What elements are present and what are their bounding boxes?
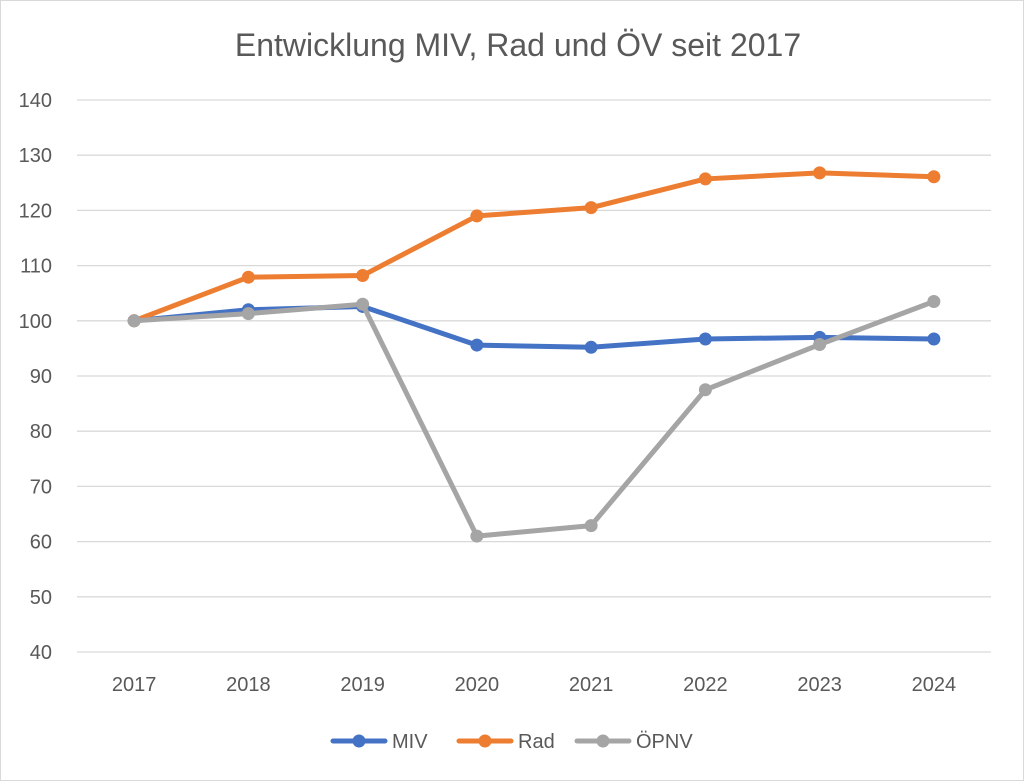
series-line <box>131 303 937 350</box>
x-axis-ticks: 2017 2018 2019 2020 2021 2022 2023 2024 <box>112 674 956 696</box>
data-point <box>356 297 370 311</box>
y-tick-label: 80 <box>30 421 52 443</box>
x-tick-label: 2019 <box>340 674 385 696</box>
data-point <box>698 383 712 397</box>
x-tick-label: 2023 <box>797 674 842 696</box>
series-line <box>131 170 937 324</box>
series-öpnv <box>127 294 941 543</box>
data-point <box>813 166 827 180</box>
legend-item-rad: Rad <box>456 731 555 753</box>
x-tick-label: 2021 <box>569 674 614 696</box>
y-tick-label: 130 <box>19 145 52 167</box>
x-tick-label: 2018 <box>226 674 271 696</box>
y-axis-ticks: 40 50 60 70 80 90 100 110 120 130 140 <box>19 90 52 664</box>
legend-item-miv: MIV <box>330 731 428 753</box>
y-tick-label: 60 <box>30 532 52 554</box>
y-tick-label: 90 <box>30 366 52 388</box>
y-tick-label: 120 <box>19 200 52 222</box>
legend-swatch-marker <box>596 734 610 748</box>
data-point <box>584 519 598 533</box>
data-point <box>584 201 598 215</box>
series-line <box>131 298 937 539</box>
legend-swatch-marker <box>478 734 492 748</box>
data-point <box>470 529 484 543</box>
data-point <box>698 332 712 346</box>
y-tick-label: 70 <box>30 476 52 498</box>
data-point <box>241 270 255 284</box>
legend: MIV Rad ÖPNV <box>330 731 693 753</box>
data-point <box>927 170 941 184</box>
data-point <box>127 314 141 328</box>
data-point <box>584 340 598 354</box>
legend-label: Rad <box>518 731 555 753</box>
data-point <box>470 338 484 352</box>
data-point <box>241 307 255 321</box>
legend-swatch-marker <box>352 734 366 748</box>
legend-label: MIV <box>392 731 428 753</box>
legend-label: ÖPNV <box>636 731 693 753</box>
data-point <box>698 172 712 186</box>
data-point <box>927 332 941 346</box>
y-tick-label: 140 <box>19 90 52 112</box>
y-tick-label: 50 <box>30 587 52 609</box>
grid-lines <box>77 99 991 653</box>
data-point <box>470 209 484 223</box>
x-tick-label: 2022 <box>683 674 728 696</box>
y-tick-label: 40 <box>30 642 52 664</box>
data-point <box>356 269 370 283</box>
chart-title: Entwicklung MIV, Rad und ÖV seit 2017 <box>235 27 801 63</box>
legend-item-öpnv: ÖPNV <box>574 731 693 753</box>
x-tick-label: 2020 <box>455 674 500 696</box>
x-tick-label: 2024 <box>912 674 957 696</box>
data-point <box>927 294 941 308</box>
x-tick-label: 2017 <box>112 674 157 696</box>
series-rad <box>127 166 941 328</box>
y-tick-label: 110 <box>20 256 52 278</box>
y-tick-label: 100 <box>19 311 52 333</box>
series-lines <box>127 166 941 543</box>
data-point <box>813 338 827 352</box>
